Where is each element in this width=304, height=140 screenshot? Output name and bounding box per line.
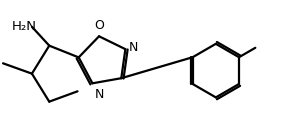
Text: N: N bbox=[129, 41, 138, 54]
Text: N: N bbox=[95, 88, 104, 101]
Text: H₂N: H₂N bbox=[12, 20, 36, 33]
Text: O: O bbox=[94, 19, 104, 32]
